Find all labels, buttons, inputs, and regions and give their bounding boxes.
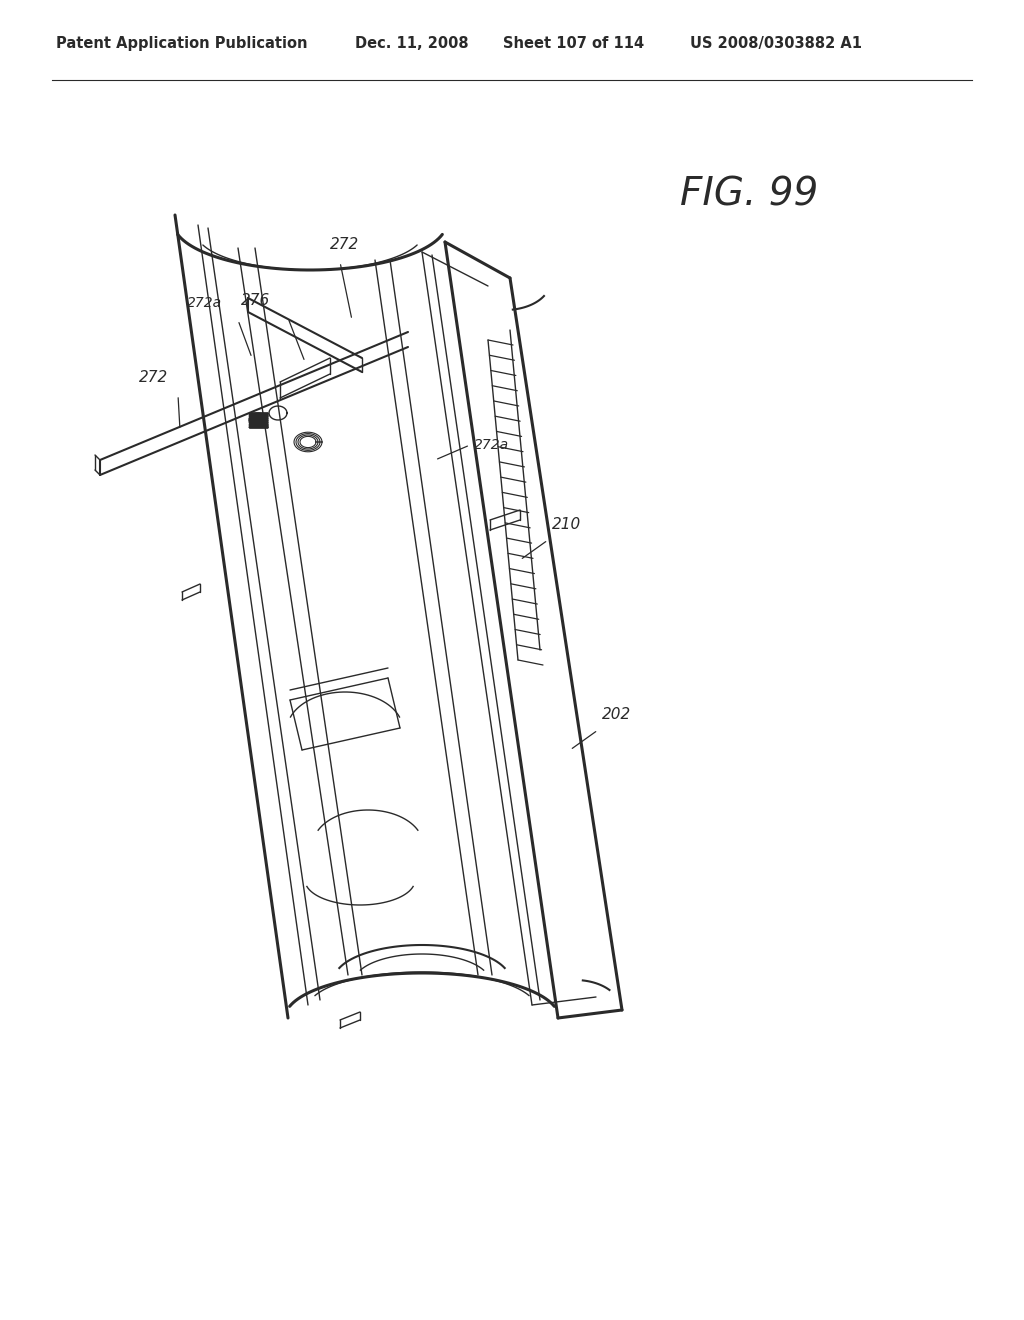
Text: US 2008/0303882 A1: US 2008/0303882 A1: [690, 36, 862, 51]
Text: 272a: 272a: [474, 438, 509, 451]
Text: FIG. 99: FIG. 99: [680, 176, 818, 213]
Text: 272a: 272a: [186, 296, 222, 310]
Text: 202: 202: [602, 708, 631, 722]
Text: 272: 272: [330, 238, 359, 252]
Text: 272: 272: [138, 370, 168, 385]
Text: Sheet 107 of 114: Sheet 107 of 114: [503, 36, 644, 51]
Text: Patent Application Publication: Patent Application Publication: [56, 36, 307, 51]
Text: 276: 276: [241, 293, 270, 308]
Text: 210: 210: [552, 517, 582, 532]
Text: Dec. 11, 2008: Dec. 11, 2008: [355, 36, 469, 51]
